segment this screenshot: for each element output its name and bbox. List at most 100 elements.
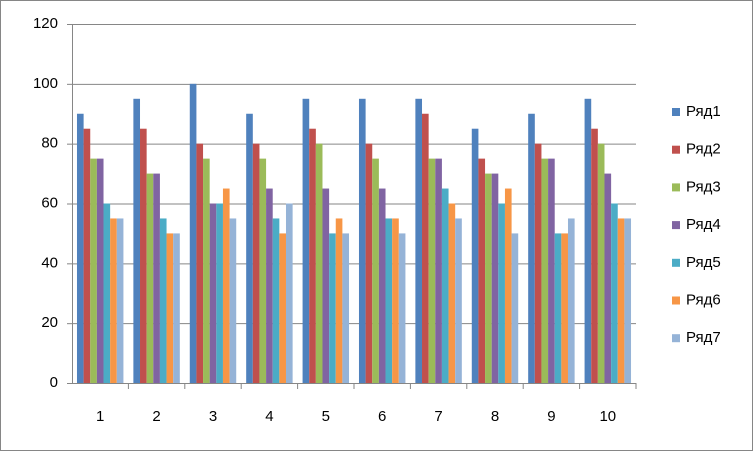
- bar: [385, 218, 393, 383]
- bar: [398, 233, 406, 383]
- legend-swatch: [672, 108, 680, 116]
- bar: [485, 173, 492, 383]
- bar: [140, 128, 147, 383]
- bar: [302, 98, 310, 384]
- x-tick-label: 6: [378, 408, 386, 425]
- bar: [285, 203, 293, 383]
- bar: [617, 218, 625, 383]
- bar: [415, 98, 423, 384]
- bar: [166, 233, 174, 383]
- bar: [133, 98, 141, 384]
- bar: [159, 218, 167, 383]
- bar: [548, 158, 555, 383]
- bar: [229, 218, 237, 383]
- x-tick-label: 1: [96, 408, 104, 425]
- legend-label: Ряд7: [686, 329, 721, 346]
- bar: [441, 188, 449, 383]
- x-tick-label: 7: [434, 408, 442, 425]
- y-tick-label: 120: [33, 15, 58, 32]
- bar: [203, 158, 210, 383]
- bar: [110, 218, 117, 383]
- x-tick-label: 8: [491, 408, 499, 425]
- bar: [597, 143, 605, 383]
- legend-label: Ряд4: [686, 216, 721, 233]
- bar: [358, 98, 366, 384]
- bar: [365, 143, 373, 383]
- bar: [329, 233, 336, 383]
- bar: [378, 188, 386, 383]
- bar: [173, 233, 180, 383]
- y-tick-label: 0: [50, 374, 58, 391]
- bar: [153, 173, 160, 383]
- bar: [611, 203, 618, 383]
- bar: [272, 218, 280, 383]
- bar: [491, 173, 499, 383]
- bar: [541, 158, 549, 383]
- bar: [561, 233, 568, 383]
- x-tick-label: 9: [547, 408, 555, 425]
- bar: [315, 143, 323, 383]
- legend-swatch: [672, 334, 680, 343]
- bar: [96, 158, 104, 383]
- bar: [567, 218, 575, 383]
- legend-swatch: [672, 145, 680, 154]
- bar: [266, 188, 273, 383]
- bar: [478, 158, 486, 383]
- bar: [309, 128, 316, 383]
- bar: [103, 203, 111, 383]
- bar: [435, 158, 442, 383]
- bar: [428, 158, 436, 383]
- bar: [76, 113, 84, 383]
- bar: [448, 203, 456, 383]
- bar: [196, 143, 204, 383]
- bar: [372, 158, 379, 383]
- legend-label: Ряд3: [686, 178, 721, 195]
- legend-label: Ряд2: [686, 141, 721, 158]
- bar: [116, 218, 124, 383]
- bar: [604, 173, 612, 383]
- bar: [471, 128, 479, 383]
- bar: [322, 188, 330, 383]
- bar: [189, 83, 197, 383]
- y-tick-label: 100: [33, 75, 58, 92]
- bar: [511, 233, 519, 383]
- bar: [624, 218, 632, 383]
- bar: [222, 188, 230, 383]
- bar: [146, 173, 154, 383]
- bar: [455, 218, 462, 383]
- bar: [498, 203, 505, 383]
- bar: [422, 113, 429, 383]
- legend-label: Ряд5: [686, 254, 721, 271]
- bar: [392, 218, 399, 383]
- bar: [528, 113, 535, 383]
- y-tick-label: 20: [41, 314, 58, 331]
- bar: [252, 143, 260, 383]
- legend-swatch: [672, 258, 680, 267]
- y-tick-label: 80: [41, 135, 58, 152]
- legend-swatch: [672, 296, 680, 305]
- y-tick-label: 40: [41, 254, 58, 271]
- x-tick-label: 5: [322, 408, 330, 425]
- bar: [90, 158, 97, 383]
- bar: [504, 188, 512, 383]
- y-tick-label: 60: [41, 194, 58, 211]
- bar: [342, 233, 350, 383]
- bar: [259, 158, 267, 383]
- bar: [534, 143, 542, 383]
- bar: [279, 233, 286, 383]
- bar: [216, 203, 223, 383]
- x-tick-label: 10: [599, 408, 616, 425]
- bar: [246, 113, 253, 383]
- bar: [83, 128, 91, 383]
- bar: [209, 203, 217, 383]
- legend-label: Ряд1: [686, 103, 721, 120]
- bar: [554, 233, 562, 383]
- legend-label: Ряд6: [686, 291, 721, 308]
- bar: [591, 128, 598, 383]
- bar: [335, 218, 343, 383]
- bar: [584, 98, 592, 384]
- x-tick-label: 3: [209, 408, 217, 425]
- legend-swatch: [672, 221, 680, 230]
- legend-swatch: [672, 183, 680, 192]
